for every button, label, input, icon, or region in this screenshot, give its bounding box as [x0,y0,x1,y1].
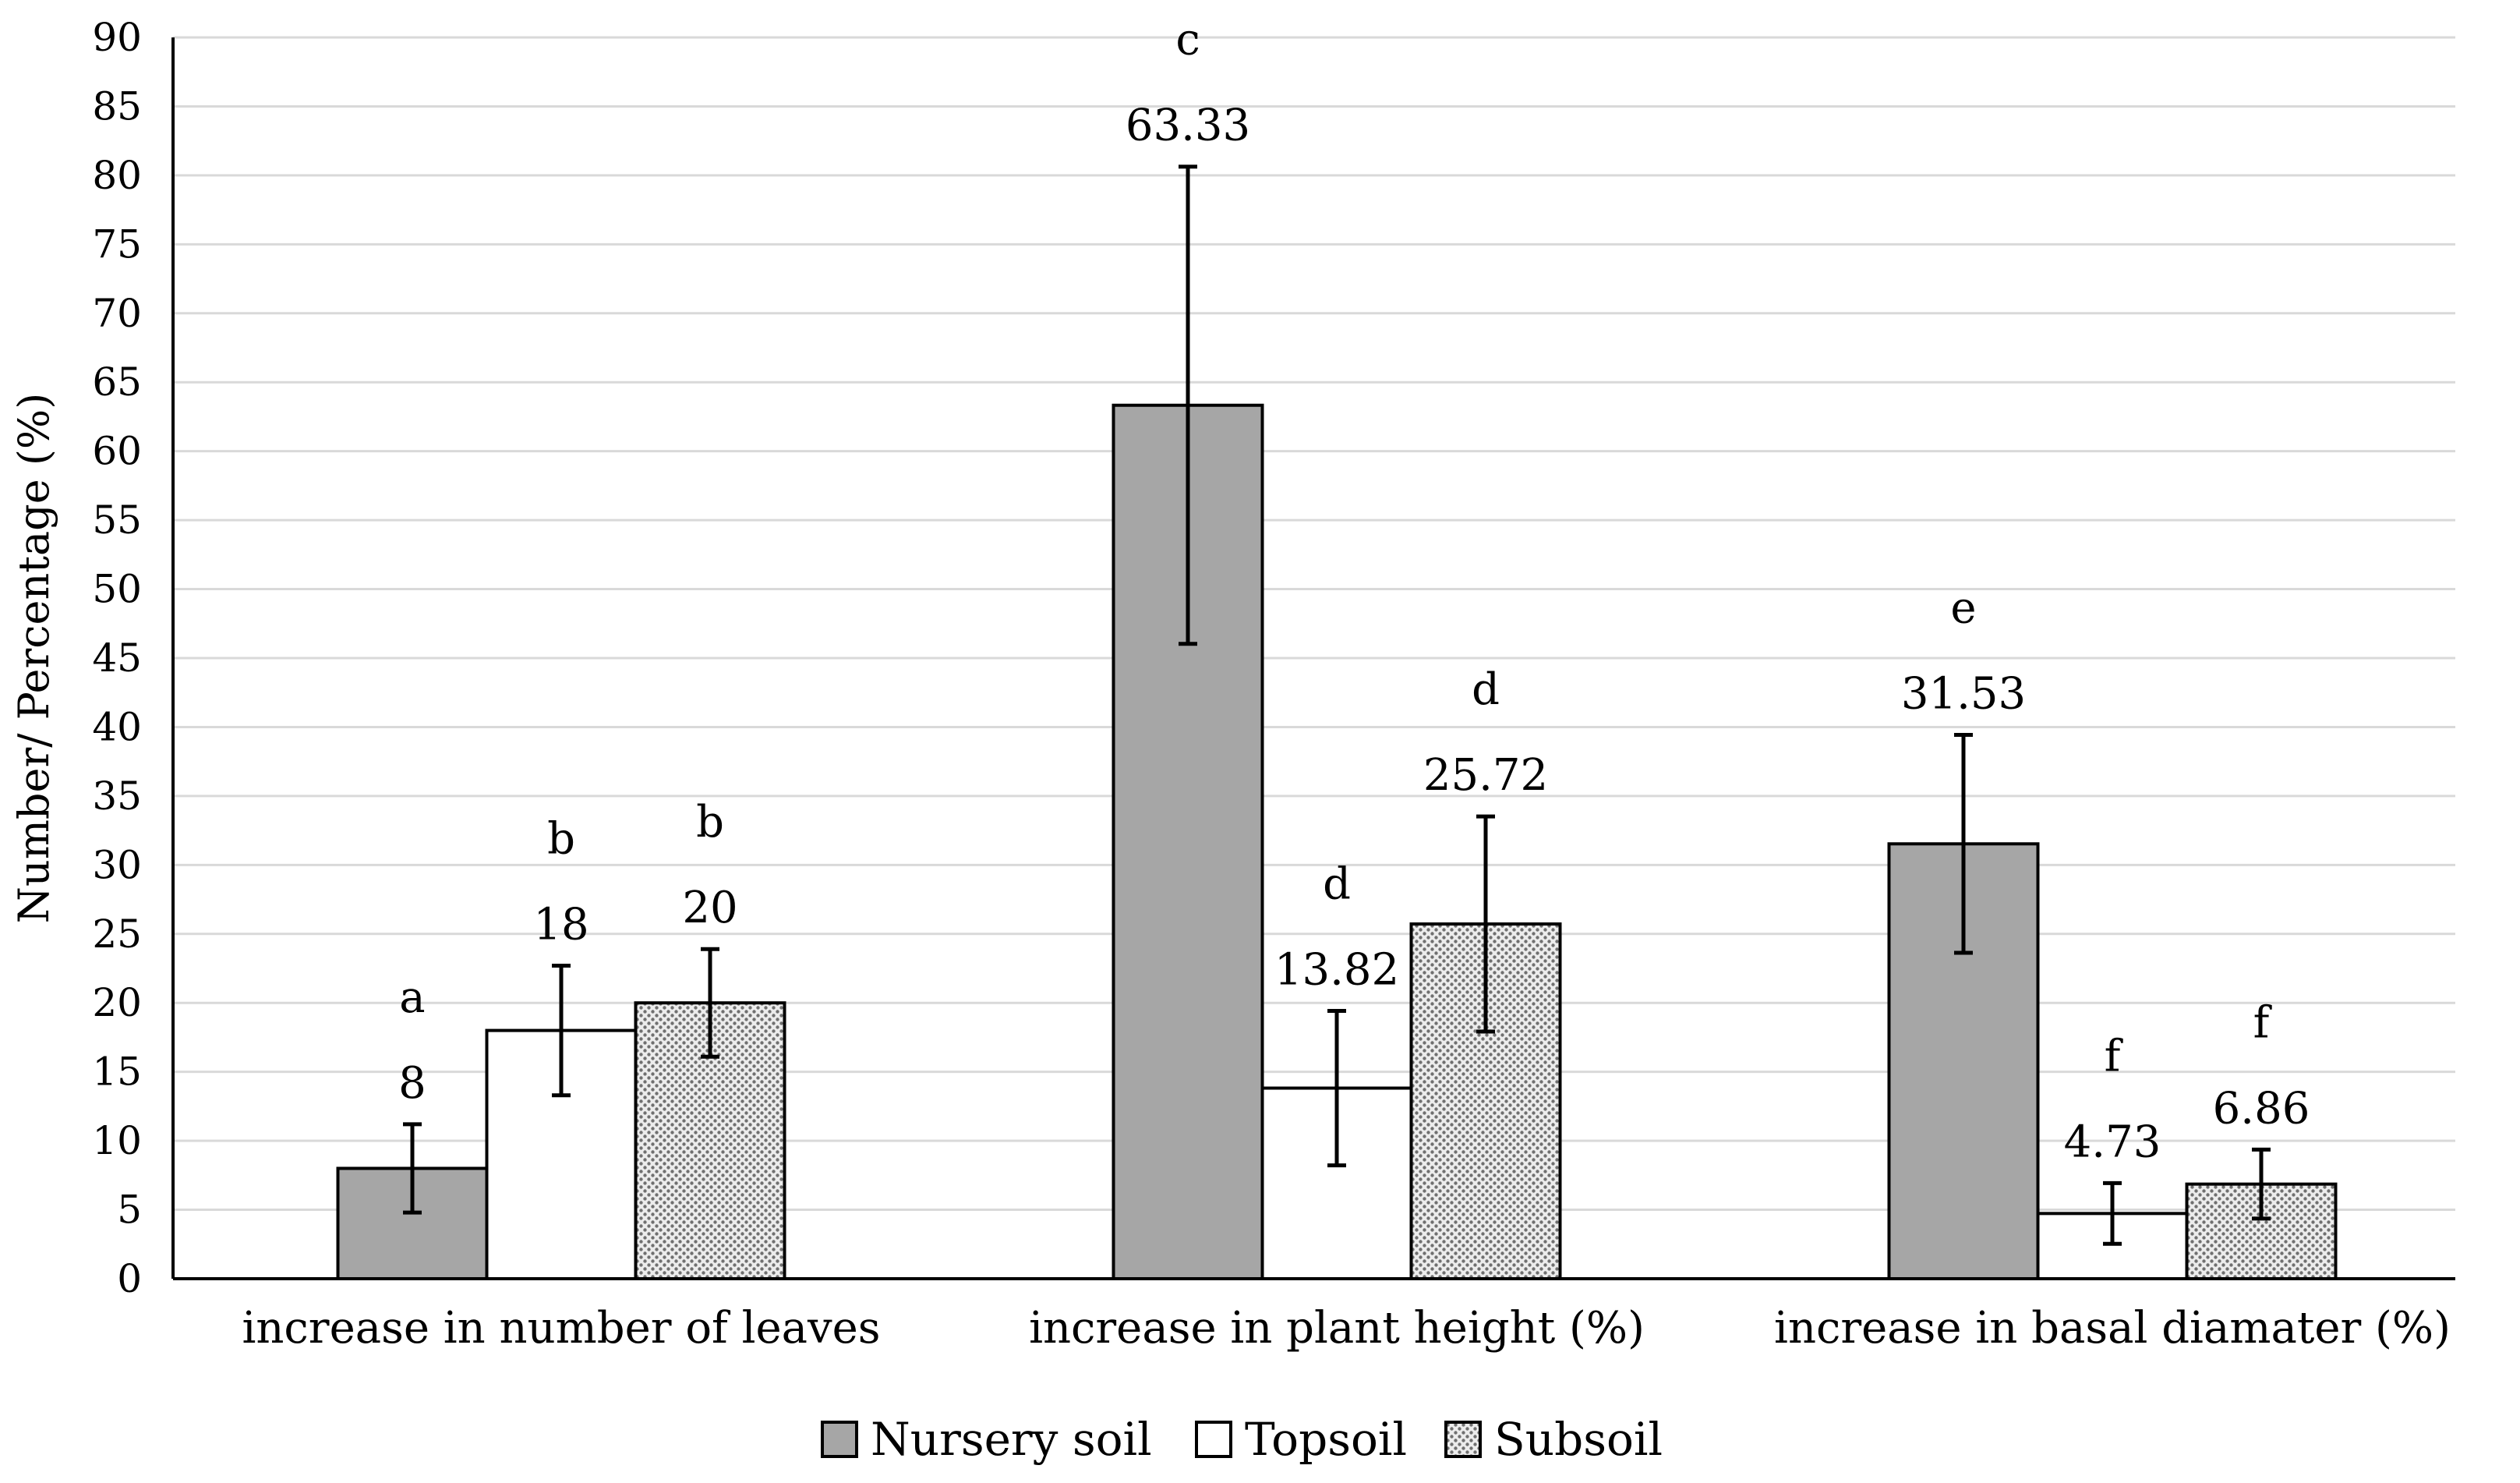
y-tick-label: 5 [117,1187,142,1233]
data-label: 63.33 [1126,101,1250,151]
legend-swatch [821,1421,858,1458]
significance-letter: d [1323,858,1351,909]
y-tick-label: 60 [92,429,142,474]
data-label: 31.53 [1901,669,2026,720]
legend-label: Subsoil [1494,1413,1663,1466]
data-label: 8 [398,1058,426,1109]
data-label: 25.72 [1423,750,1548,801]
y-tick-label: 40 [92,704,142,749]
y-tick-label: 65 [92,359,142,405]
x-tick-label: increase in plant height (%) [1029,1303,1645,1354]
gridlines [173,36,2455,1212]
legend-swatch [1444,1421,1482,1458]
legend: Nursery soil Topsoil Subsoil [821,1413,1663,1466]
significance-letter: b [696,797,724,848]
y-tick-label: 0 [117,1256,142,1301]
y-tick-label: 90 [92,15,142,60]
significance-letter: e [1950,583,1976,634]
y-tick-label: 70 [92,291,142,336]
labels: 0 5 10 15 20 25 30 35 40 45 50 55 60 65 70 75 80 85 90 8 a 63… [9,15,2451,1354]
y-tick-label: 45 [92,635,142,681]
data-label: 20 [682,883,737,933]
significance-letter: a [399,972,425,1023]
y-tick-label: 85 [92,83,142,129]
significance-letter: c [1175,15,1200,65]
significance-letter: f [2105,1031,2124,1081]
y-axis-title: Number/ Percentage (%) [9,393,58,924]
y-tick-label: 20 [92,980,142,1025]
y-tick-label: 75 [92,221,142,267]
y-tick-label: 35 [92,773,142,819]
data-label: 13.82 [1274,944,1399,995]
bar [1409,922,1562,1280]
significance-letter: d [1472,664,1500,715]
y-tick-label: 25 [92,911,142,957]
data-label: 18 [533,899,588,950]
legend-swatch [1195,1421,1232,1458]
y-tick-label: 10 [92,1118,142,1163]
y-tick-label: 15 [92,1049,142,1095]
legend-label: Topsoil [1245,1413,1407,1466]
x-tick-label: increase in basal diamater (%) [1774,1303,2451,1354]
y-tick-label: 50 [92,567,142,612]
y-tick-label: 80 [92,153,142,198]
bars [336,165,2338,1280]
axes [171,37,2455,1280]
significance-letter: b [547,813,575,864]
x-tick-label: increase in number of leaves [242,1303,880,1354]
significance-letter: f [2253,997,2273,1048]
legend-label: Nursery soil [871,1413,1152,1466]
y-tick-label: 55 [92,497,142,543]
data-label: 6.86 [2213,1083,2310,1134]
y-tick-label: 30 [92,842,142,887]
data-label: 4.73 [2064,1117,2161,1167]
